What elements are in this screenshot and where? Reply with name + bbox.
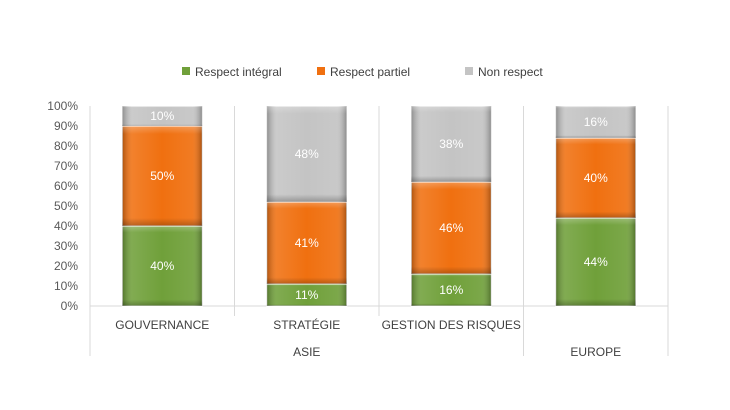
legend-swatch-non-respect [465, 67, 473, 75]
y-tick-label: 50% [54, 199, 78, 213]
legend-swatch-respect-partiel [317, 67, 325, 75]
bar-strategie-non-respect-bevel-vertical [266, 106, 347, 202]
y-tick-label: 10% [54, 279, 78, 293]
y-tick-label: 90% [54, 119, 78, 133]
x-tick-label-gestion-des-risques: GESTION DES RISQUES [382, 318, 521, 332]
group-label-europe: EUROPE [570, 345, 621, 359]
bar-europe-non-respect-bevel-vertical [555, 106, 636, 138]
data-label-europe-respect-integral: 44% [584, 255, 608, 269]
legend-swatch-respect-integral [182, 67, 190, 75]
bar-gouvernance-respect-integral-bevel-vertical [122, 226, 203, 306]
bars [121, 105, 637, 307]
y-tick-label: 60% [54, 179, 78, 193]
data-label-gouvernance-respect-partiel: 50% [150, 169, 174, 183]
data-label-gestion-des-risques-respect-partiel: 46% [439, 221, 463, 235]
bar-europe-respect-partiel-bevel-vertical [555, 138, 636, 218]
axes: 0% 10% 20% 30% 40% 50% 60% 70% 80% 90% 100% GOUVERN… [47, 99, 669, 359]
x-tick-label-strategie: STRATÉGIE [273, 317, 340, 332]
y-tick-label: 20% [54, 259, 78, 273]
data-labels: 40% 50% 10% 11% 41% 48% 16% 46% 38% 44% 40% 16% [150, 109, 608, 302]
data-label-gouvernance-non-respect: 10% [150, 109, 174, 123]
bar-strategie-respect-integral-bevel-vertical [266, 284, 347, 306]
y-tick-label: 40% [54, 219, 78, 233]
data-label-gestion-des-risques-respect-integral: 16% [439, 283, 463, 297]
data-label-strategie-respect-integral: 11% [295, 288, 318, 302]
bar-gouvernance-respect-partiel-bevel-vertical [122, 126, 203, 226]
legend-label-respect-partiel: Respect partiel [330, 65, 410, 79]
y-tick-label: 100% [47, 99, 78, 113]
data-label-strategie-non-respect: 48% [295, 147, 319, 161]
bar-gestion-des-risques-respect-partiel-bevel-vertical [411, 182, 492, 274]
y-tick-label: 0% [61, 299, 79, 313]
legend-label-respect-integral: Respect intégral [195, 65, 282, 79]
bar-strategie-respect-partiel-bevel-vertical [266, 202, 347, 284]
y-tick-label: 70% [54, 159, 78, 173]
group-label-asie: ASIE [293, 345, 320, 359]
bar-gouvernance-non-respect-bevel-vertical [122, 106, 203, 126]
y-tick-label: 30% [54, 239, 78, 253]
data-label-europe-respect-partiel: 40% [584, 171, 608, 185]
data-label-europe-non-respect: 16% [584, 115, 608, 129]
x-tick-label-gouvernance: GOUVERNANCE [115, 318, 209, 332]
legend: Respect intégral Respect partiel Non respe… [182, 65, 543, 79]
bar-gestion-des-risques-non-respect-bevel-vertical [411, 106, 492, 182]
data-label-strategie-respect-partiel: 41% [295, 236, 319, 250]
data-label-gestion-des-risques-non-respect: 38% [439, 137, 463, 151]
legend-label-non-respect: Non respect [478, 65, 543, 79]
y-tick-label: 80% [54, 139, 78, 153]
bar-europe-respect-integral-bevel-vertical [555, 218, 636, 306]
bar-gestion-des-risques-respect-integral-bevel-vertical [411, 274, 492, 306]
data-label-gouvernance-respect-integral: 40% [150, 259, 174, 273]
